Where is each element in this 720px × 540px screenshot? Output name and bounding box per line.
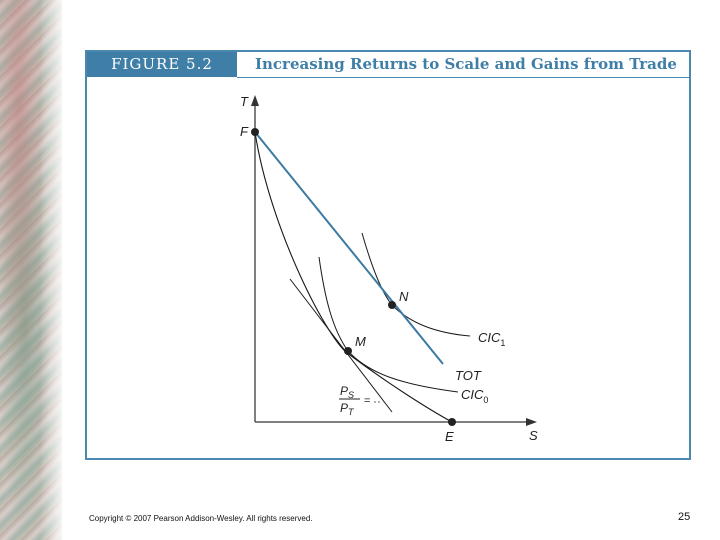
tot-line-label: TOT	[455, 368, 482, 383]
point-e-label: E	[445, 429, 454, 444]
x-axis-label: S	[529, 428, 538, 443]
title-rule	[237, 77, 689, 78]
point-m-label: M	[355, 334, 366, 349]
figure-frame: FIGURE 5.2 Increasing Returns to Scale a…	[85, 50, 691, 460]
decorative-side-strip	[0, 0, 62, 540]
point-n-label: N	[399, 289, 409, 304]
cic1-label-text: CIC	[478, 330, 501, 345]
cic0-label-sub: 0	[483, 395, 488, 405]
tot-line	[254, 131, 444, 365]
price-ratio-equals: =	[364, 395, 370, 407]
point-f-dot	[251, 128, 259, 136]
copyright-notice: Copyright © 2007 Pearson Addison-Wesley.…	[89, 514, 313, 523]
point-f-label: F	[240, 124, 249, 139]
point-m-dot	[344, 347, 352, 355]
ppf-curve	[254, 131, 453, 423]
point-e-dot	[448, 418, 456, 426]
y-axis-arrow	[251, 95, 259, 106]
price-ratio-numerator: PS	[340, 384, 354, 400]
x-axis-arrow	[526, 418, 537, 426]
figure-title: Increasing Returns to Scale and Gains fr…	[255, 55, 677, 73]
cic0-label-text: CIC	[461, 387, 484, 402]
point-n-dot	[388, 301, 396, 309]
figure-number-label: FIGURE 5.2	[87, 52, 237, 77]
cic0-curve	[318, 256, 459, 393]
cic1-label-sub: 1	[500, 338, 505, 348]
y-axis-label: T	[240, 94, 249, 109]
price-ratio-denominator: PT	[340, 401, 355, 417]
cic1-label: CIC1	[478, 330, 505, 348]
page-number: 25	[678, 511, 691, 523]
cic0-label: CIC0	[461, 387, 488, 405]
price-line	[289, 278, 393, 413]
